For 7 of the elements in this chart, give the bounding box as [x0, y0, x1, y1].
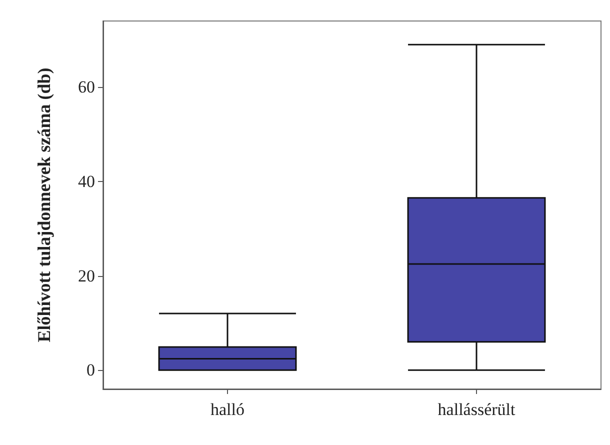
y-tick-label: 20 — [78, 266, 95, 286]
y-axis-title: Előhívott tulajdonnevek száma (db) — [34, 68, 54, 342]
y-tick-label: 40 — [78, 172, 95, 191]
x-tick-label: hallássérült — [438, 400, 516, 419]
x-tick-label: halló — [210, 400, 244, 419]
y-tick-label: 0 — [86, 360, 95, 380]
y-tick-label: 60 — [78, 78, 95, 97]
